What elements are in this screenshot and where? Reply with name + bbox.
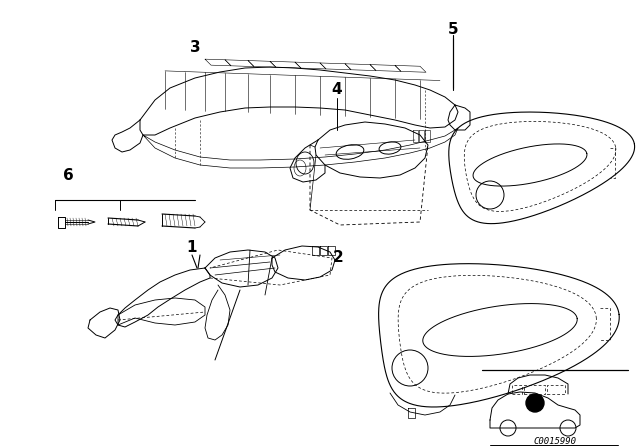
Text: 3: 3 [189, 39, 200, 55]
Text: 5: 5 [448, 22, 458, 38]
Text: 6: 6 [63, 168, 74, 182]
Text: C0015990: C0015990 [534, 438, 577, 447]
Text: 2: 2 [333, 250, 344, 266]
Text: 4: 4 [332, 82, 342, 98]
Circle shape [526, 394, 544, 412]
Text: 1: 1 [187, 241, 197, 255]
